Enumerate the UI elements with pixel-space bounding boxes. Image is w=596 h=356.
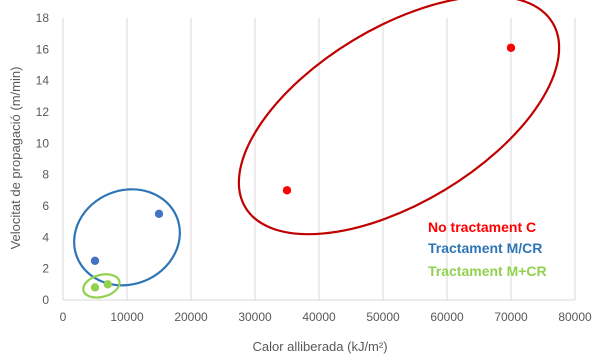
- group-ellipse: [237, 0, 561, 236]
- y-tick-label: 14: [36, 74, 50, 88]
- data-point: [90, 256, 100, 266]
- data-points: [90, 43, 516, 292]
- group-ellipses: [73, 0, 561, 299]
- y-tick-label: 2: [42, 262, 49, 276]
- x-tick-label: 80000: [558, 310, 592, 324]
- data-point: [90, 283, 100, 292]
- data-point: [154, 209, 164, 219]
- data-point: [506, 43, 516, 52]
- axes: 0 10000 20000 30000 40000 50000 60000 70000 8000…: [36, 11, 592, 324]
- grid: [126, 18, 576, 300]
- x-tick-label: 0: [60, 310, 67, 324]
- y-tick-label: 18: [36, 11, 50, 25]
- legend: No tractament C Tractament M/CR Tractament…: [428, 219, 547, 279]
- y-axis-title: Velocitat de propagació (m/min): [8, 67, 23, 250]
- y-tick-label: 6: [42, 199, 49, 213]
- x-tick-label: 40000: [302, 310, 336, 324]
- x-tick-label: 10000: [110, 310, 144, 324]
- data-point: [282, 186, 292, 195]
- group-ellipse: [73, 188, 181, 287]
- y-tick-label: 4: [42, 230, 49, 244]
- x-tick-label: 30000: [238, 310, 272, 324]
- y-tick-label: 12: [36, 105, 50, 119]
- y-tick-label: 0: [42, 293, 49, 307]
- x-tick-label: 70000: [494, 310, 528, 324]
- y-tick-label: 16: [36, 42, 50, 56]
- legend-entry: Tractament M+CR: [428, 263, 547, 279]
- y-tick-label: 10: [36, 136, 50, 150]
- legend-entry: No tractament C: [428, 219, 536, 235]
- y-tick-label: 8: [42, 168, 49, 182]
- x-tick-label: 60000: [430, 310, 464, 324]
- legend-entry: Tractament M/CR: [428, 240, 542, 256]
- x-tick-label: 50000: [366, 310, 400, 324]
- group-ellipse: [82, 273, 121, 299]
- x-tick-label: 20000: [174, 310, 208, 324]
- data-point: [103, 280, 113, 289]
- x-axis-title: Calor alliberada (kJ/m²): [252, 339, 387, 354]
